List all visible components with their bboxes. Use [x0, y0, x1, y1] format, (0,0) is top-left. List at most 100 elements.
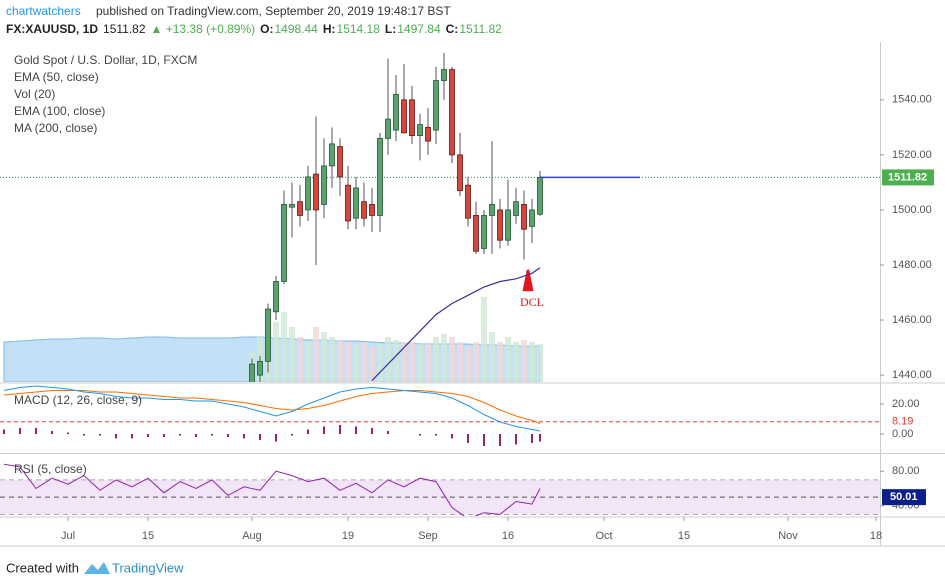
ema-line	[371, 267, 541, 382]
candle-body	[305, 176, 311, 211]
volume-bar	[329, 337, 335, 382]
footer-brand[interactable]: TradingView	[112, 560, 184, 575]
candle-body	[441, 69, 447, 81]
x-tick-label: 18	[870, 530, 882, 542]
y-tick-label: 1460.00	[892, 314, 932, 326]
volume-bar	[521, 340, 527, 382]
macd-histogram	[275, 433, 277, 442]
ohlc-key: C:	[446, 22, 459, 36]
macd-pane	[0, 385, 880, 446]
ohlc-value: 1497.84	[397, 22, 441, 36]
macd-level-box	[882, 414, 918, 429]
macd-histogram	[51, 430, 53, 434]
x-tick-label: 16	[502, 530, 514, 542]
macd-histogram	[291, 433, 293, 436]
y-tick-label: 1540.00	[892, 94, 932, 106]
volume-bar	[497, 342, 503, 382]
legend-study: EMA (100, close)	[14, 104, 105, 118]
volume-bar	[465, 347, 471, 382]
candle-body	[297, 201, 303, 216]
published: published on TradingView.com, September …	[96, 4, 451, 18]
y-tick-label: 80.00	[892, 465, 920, 477]
volume-bar	[449, 337, 455, 382]
candle-body	[505, 209, 511, 241]
volume-bar	[417, 344, 423, 382]
volume-bar	[321, 332, 327, 382]
candle-body	[385, 118, 391, 139]
candle-body	[257, 360, 263, 376]
macd-histogram	[435, 433, 437, 436]
macd-histogram	[227, 433, 229, 437]
candle-body	[249, 363, 255, 382]
macd-histogram	[147, 433, 149, 437]
macd-histogram	[163, 433, 165, 437]
candle-body	[377, 137, 383, 216]
rsi-last-label: 50.01	[890, 491, 918, 503]
candle-body	[457, 154, 463, 192]
macd-histogram	[419, 433, 421, 436]
candle-body	[537, 176, 543, 215]
rsi-line	[3, 463, 541, 516]
volume-bar	[489, 332, 495, 382]
volume-bar	[401, 342, 407, 382]
legend-study: EMA (50, close)	[14, 70, 99, 84]
volume-bar	[393, 340, 399, 382]
macd-histogram	[531, 433, 533, 443]
volume-bar	[297, 337, 303, 382]
author[interactable]: chartwatchers	[6, 4, 81, 18]
macd-histogram	[307, 429, 309, 434]
macd-histogram	[99, 433, 101, 436]
volume-bar	[537, 344, 543, 382]
x-tick-label: Oct	[595, 530, 612, 542]
y-tick-label: 1440.00	[892, 369, 932, 381]
macd-histogram	[387, 430, 389, 434]
legend: Gold Spot / U.S. Dollar, 1D, FXCM EMA (50…	[14, 53, 197, 135]
x-tick-label: 15	[142, 530, 154, 542]
candle-body	[353, 187, 359, 219]
candle-body	[449, 69, 455, 156]
volume-bar	[481, 297, 487, 382]
footer-text: Created with	[6, 560, 79, 575]
volume-bar	[337, 340, 343, 382]
macd-histogram	[243, 433, 245, 439]
candle-body	[529, 209, 535, 227]
candle-body	[321, 165, 327, 205]
change: ▲ +13.38 (+0.89%)	[151, 22, 256, 36]
candle-body	[393, 93, 399, 131]
candle-body	[489, 204, 495, 216]
macd-histogram	[451, 433, 453, 439]
volume-bar	[345, 342, 351, 382]
macd-level-label: 8.19	[892, 416, 913, 428]
macd-histogram	[195, 433, 197, 437]
candle-body	[401, 99, 407, 134]
macd-line	[3, 385, 541, 432]
volume-bar	[505, 337, 511, 382]
legend-title: Gold Spot / U.S. Dollar, 1D, FXCM	[14, 53, 197, 67]
macd-histogram	[515, 433, 517, 445]
candle-body	[289, 204, 295, 208]
candle-body	[465, 184, 471, 219]
y-tick-label: 1520.00	[892, 149, 932, 161]
macd-histogram	[19, 427, 21, 434]
x-tick-label: Nov	[778, 530, 798, 542]
volume-bar	[409, 342, 415, 382]
candle-body	[281, 204, 287, 282]
macd-histogram	[323, 426, 325, 434]
volume-bar	[473, 342, 479, 382]
volume-bar	[529, 342, 535, 382]
volume-bar	[441, 334, 447, 382]
candle-body	[361, 201, 367, 219]
volume-bar	[281, 312, 287, 382]
symbol: FX:XAUUSD, 1D	[6, 22, 98, 36]
y-tick-label: 1480.00	[892, 259, 932, 271]
volume-bar	[433, 337, 439, 382]
main-pane	[0, 53, 880, 382]
macd-histogram	[211, 433, 213, 436]
macd-title: MACD (12, 26, close, 9)	[14, 393, 142, 407]
macd-histogram	[483, 433, 485, 446]
legend-study: Vol (20)	[14, 87, 55, 101]
candle-body	[265, 308, 271, 362]
macd-histogram	[499, 433, 501, 446]
macd-histogram	[339, 424, 341, 434]
